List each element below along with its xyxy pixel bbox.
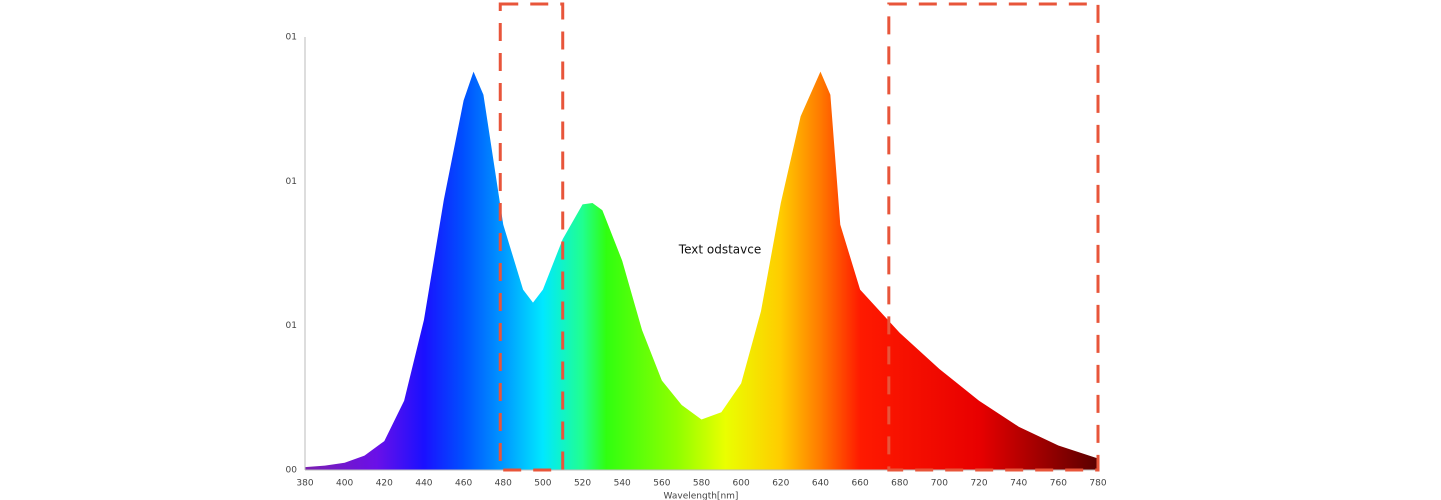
x-tick-label: 400	[336, 479, 353, 489]
x-tick-label: 760	[1050, 479, 1067, 489]
y-tick-label: 01	[286, 177, 297, 187]
x-tick-label: 520	[574, 479, 591, 489]
x-axis-label: Wavelength[nm]	[664, 492, 739, 500]
spectrum-area	[305, 71, 1098, 470]
highlight-box	[887, 2, 1100, 472]
x-tick-label: 780	[1089, 479, 1106, 489]
x-tick-label: 700	[931, 479, 948, 489]
x-tick-label: 420	[376, 479, 393, 489]
x-tick-label: 720	[970, 479, 987, 489]
x-tick-label: 460	[455, 479, 472, 489]
x-tick-label: 480	[495, 479, 512, 489]
y-tick-label: 01	[286, 321, 297, 331]
x-tick-label: 740	[1010, 479, 1027, 489]
x-tick-label: 620	[772, 479, 789, 489]
x-tick-label: 440	[415, 479, 432, 489]
highlight-box	[498, 2, 565, 472]
x-tick-label: 560	[653, 479, 670, 489]
x-tick-label: 500	[534, 479, 551, 489]
x-tick-label: 600	[733, 479, 750, 489]
x-tick-label: 580	[693, 479, 710, 489]
x-tick-label: 680	[891, 479, 908, 489]
x-tick-label: 640	[812, 479, 829, 489]
x-tick-label: 660	[852, 479, 869, 489]
y-tick-label: 00	[286, 466, 298, 476]
y-tick-label: 01	[286, 33, 297, 43]
x-tick-label: 380	[296, 479, 313, 489]
x-tick-label: 540	[614, 479, 631, 489]
annotation: Text odstavce	[678, 243, 761, 257]
